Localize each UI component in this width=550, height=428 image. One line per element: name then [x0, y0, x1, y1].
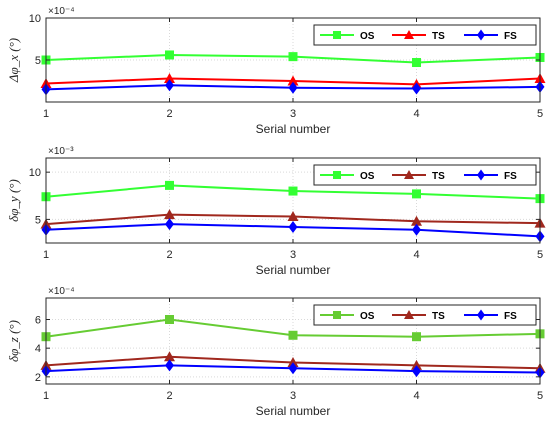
legend-marker-fs [477, 309, 485, 321]
x-tick-label: 4 [413, 249, 419, 261]
data-point-os [165, 50, 174, 60]
x-axis-label: Serial number [256, 122, 331, 136]
x-tick-label: 1 [43, 390, 49, 402]
y-tick-label: 6 [35, 315, 41, 327]
x-tick-label: 1 [43, 108, 49, 120]
data-point-fs [412, 365, 421, 378]
data-point-ts [411, 215, 422, 226]
data-point-fs [165, 79, 174, 92]
x-axis-label: Serial number [256, 404, 331, 418]
y-exponent-label: ×10⁻⁴ [48, 6, 75, 17]
data-point-ts [411, 359, 422, 370]
y-exponent-label: ×10⁻⁴ [48, 286, 75, 297]
data-point-os [165, 315, 174, 324]
data-point-ts [164, 209, 175, 220]
x-tick-label: 4 [413, 108, 419, 120]
data-point-ts [287, 357, 299, 367]
data-point-os [412, 332, 421, 342]
data-point-fs [288, 220, 298, 233]
data-point-ts [164, 72, 175, 83]
y-axis-label: δφ_y (°) [6, 179, 21, 222]
x-tick-label: 2 [166, 390, 172, 402]
y-tick-label: 5 [35, 214, 41, 226]
legend-marker-fs [477, 29, 485, 41]
series-fs [41, 359, 545, 379]
x-tick-label: 2 [166, 249, 172, 261]
data-point-fs [165, 218, 174, 231]
data-point-os [288, 52, 298, 62]
data-point-fs [165, 359, 174, 372]
y-axis-label: Δφ_x (°) [6, 38, 21, 83]
legend-marker-ts [404, 170, 414, 179]
legend-label-ts: TS [432, 171, 445, 182]
panel-2: 1 2 3 4 5 5 10 ×10⁻³ Serial number δφ_y (°) OS TS FS [6, 146, 546, 277]
data-point-fs [288, 81, 298, 94]
x-axis-label: Serial number [256, 263, 331, 277]
legend-label-os: OS [360, 31, 375, 42]
legend-label-os: OS [360, 171, 375, 182]
x-tick-label: 4 [413, 390, 419, 402]
panel-1: 1 2 3 4 5 5 10 ×10⁻⁴ Serial number Δφ_x (°) OS TS FS [6, 6, 546, 136]
legend-label-fs: FS [504, 311, 517, 322]
legend: OS TS FS [313, 304, 537, 326]
x-tick-label: 1 [43, 249, 49, 261]
legend-label-fs: FS [504, 31, 517, 42]
legend: OS TS FS [313, 164, 537, 186]
data-point-ts [287, 211, 299, 222]
x-tick-label: 3 [290, 249, 296, 261]
legend-marker-ts [404, 310, 414, 319]
legend-label-ts: TS [432, 31, 445, 42]
x-tick-label: 5 [537, 108, 543, 120]
legend: OS TS FS [313, 24, 537, 46]
y-tick-label: 10 [29, 13, 41, 25]
legend-label-fs: FS [504, 171, 517, 182]
data-point-os [288, 330, 298, 340]
legend-marker-ts [404, 30, 414, 39]
x-tick-label: 3 [290, 390, 296, 402]
data-point-ts [164, 351, 175, 362]
y-tick-label: 4 [35, 343, 41, 355]
data-point-os [288, 186, 298, 196]
x-tick-label: 3 [290, 108, 296, 120]
legend-label-os: OS [360, 311, 375, 322]
data-point-fs [288, 362, 298, 375]
legend-marker-os [333, 171, 341, 179]
y-tick-label: 10 [29, 167, 41, 179]
x-tick-label: 2 [166, 108, 172, 120]
legend-marker-os [333, 31, 341, 39]
legend-marker-fs [477, 169, 485, 181]
x-tick-label: 5 [537, 390, 543, 402]
y-tick-label: 5 [35, 55, 41, 67]
legend-label-ts: TS [432, 311, 445, 322]
data-point-os [412, 189, 421, 199]
legend-marker-os [333, 311, 341, 319]
y-exponent-label: ×10⁻³ [48, 146, 74, 157]
data-point-fs [412, 82, 421, 95]
y-axis-label: δφ_z (°) [6, 320, 21, 362]
y-tick-label: 2 [35, 372, 41, 384]
data-point-os [412, 58, 421, 68]
data-point-os [165, 180, 174, 190]
data-point-fs [412, 223, 421, 236]
x-tick-label: 5 [537, 249, 543, 261]
data-point-ts [287, 75, 299, 86]
